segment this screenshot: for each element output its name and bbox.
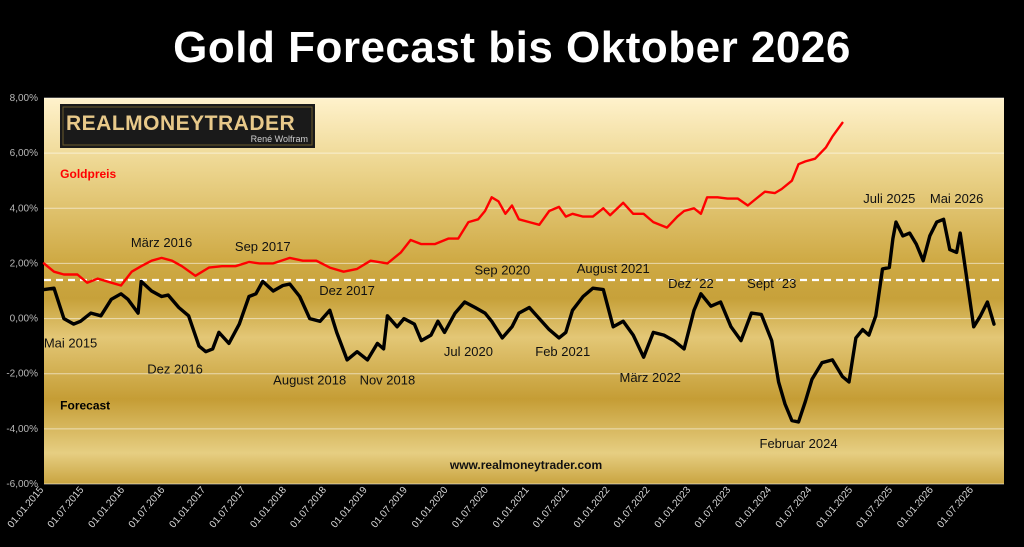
- series-line-goldpreis: [42, 121, 844, 287]
- grid-lines: [44, 97, 1004, 485]
- chart-title: Gold Forecast bis Oktober 2026: [173, 23, 851, 72]
- y-tick-label: -4,00%: [6, 424, 38, 435]
- annotation-label: Sep 2020: [474, 262, 530, 277]
- x-tick-label: 01.07.2019: [369, 485, 410, 531]
- plot-area: [44, 98, 1004, 484]
- logo: REALMONEYTRADER René Wolfram: [60, 104, 315, 148]
- x-tick-label: 01.07.2022: [612, 485, 653, 531]
- series-labels: Goldpreis Forecast: [60, 167, 116, 413]
- x-tick-label: 01.07.2017: [208, 485, 249, 531]
- website-url: www.realmoneytrader.com: [449, 458, 602, 472]
- y-tick-label: 0,00%: [10, 314, 38, 325]
- annotation-label: Nov 2018: [360, 373, 416, 388]
- y-tick-label: 2,00%: [10, 258, 38, 269]
- x-tick-label: 01.01.2017: [168, 485, 209, 531]
- logo-name: REALMONEYTRADER: [66, 112, 295, 135]
- x-tick-label: 01.01.2021: [491, 485, 532, 531]
- y-tick-label: 6,00%: [10, 148, 38, 159]
- y-tick-label: 8,00%: [10, 93, 38, 104]
- x-tick-label: 01.07.2015: [46, 485, 87, 531]
- annotation-label: Mai 2026: [930, 191, 983, 206]
- annotation-label: August 2021: [577, 261, 650, 276]
- annotation-label: März 2016: [131, 235, 192, 250]
- y-axis-ticks: -6,00% -4,00% -2,00% 0,00% 2,00% 4,00% 6,00% 8,…: [6, 93, 38, 490]
- annotation-label: Juli 2025: [863, 191, 915, 206]
- annotation-label: August 2018: [273, 373, 346, 388]
- x-tick-label: 01.01.2026: [895, 485, 936, 531]
- annotation-label: Jul 2020: [444, 344, 493, 359]
- annotation-label: Mai 2015: [44, 336, 97, 351]
- x-tick-label: 01.07.2024: [774, 485, 815, 531]
- annotation-label: Dez 2017: [319, 283, 375, 298]
- x-tick-label: 01.01.2022: [572, 485, 613, 531]
- x-tick-label: 01.07.2018: [288, 485, 329, 531]
- series-label-goldpreis: Goldpreis: [60, 167, 116, 181]
- x-axis-ticks: 01.01.2015 01.07.2015 01.01.2016 01.07.2016…: [6, 485, 977, 531]
- logo-subtitle: René Wolfram: [251, 134, 308, 144]
- annotation-label: März 2022: [619, 370, 680, 385]
- series-lines: [42, 121, 996, 424]
- x-tick-label: 01.07.2016: [127, 485, 168, 531]
- x-tick-label: 01.07.2025: [855, 485, 896, 531]
- annotation-label: Dez 2016: [147, 362, 203, 377]
- annotation-label: Sept ´23: [747, 276, 796, 291]
- y-tick-label: 4,00%: [10, 203, 38, 214]
- x-tick-label: 01.01.2015: [6, 485, 47, 531]
- annotation-label: Dez ´22: [668, 276, 714, 291]
- series-label-forecast: Forecast: [60, 399, 110, 413]
- x-tick-label: 01.01.2025: [814, 485, 855, 531]
- x-tick-label: 01.01.2020: [410, 485, 451, 531]
- x-tick-label: 01.07.2020: [450, 485, 491, 531]
- annotation-label: Februar 2024: [760, 436, 838, 451]
- x-tick-label: 01.01.2018: [248, 485, 289, 531]
- x-tick-label: 01.01.2023: [653, 485, 694, 531]
- annotations: Mai 2015 März 2016 Dez 2016 Sep 2017 Dez 201…: [44, 191, 984, 451]
- x-tick-label: 01.01.2019: [329, 485, 370, 531]
- x-tick-label: 01.01.2024: [733, 485, 774, 531]
- y-tick-label: -2,00%: [6, 369, 38, 380]
- series-line-forecast: [42, 217, 996, 424]
- x-tick-label: 01.01.2016: [87, 485, 128, 531]
- x-tick-label: 01.07.2023: [693, 485, 734, 531]
- annotation-label: Sep 2017: [235, 239, 291, 254]
- y-tick-label: -6,00%: [6, 479, 38, 490]
- x-tick-label: 01.07.2021: [531, 485, 572, 531]
- x-tick-label: 01.07.2026: [935, 485, 976, 531]
- annotation-label: Feb 2021: [535, 344, 590, 359]
